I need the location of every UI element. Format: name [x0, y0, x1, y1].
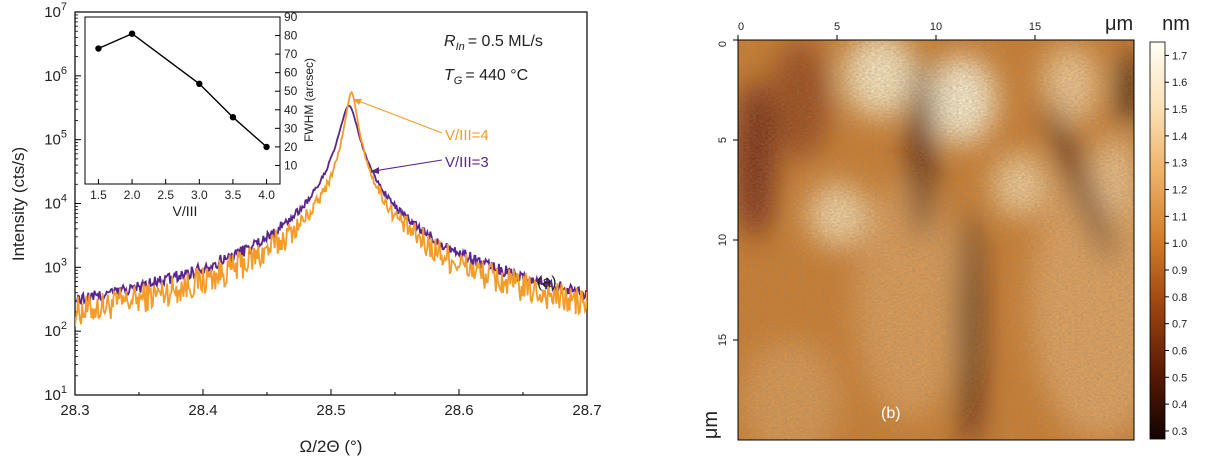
colorbar-tick-label: 1.7: [1172, 50, 1187, 62]
inset-y-tick-label: 70: [284, 47, 298, 61]
panel-label-a: (a): [537, 274, 557, 291]
colorbar-tick-label: 0.6: [1172, 345, 1187, 357]
arrow-v-iii-3: [371, 159, 443, 174]
afm-y-tick-label: 5: [717, 137, 729, 143]
panel-a: 28.3 28.4 28.5 28.6 28.7 1011021031041051061…: [9, 1, 602, 456]
x-tick-label: 28.5: [316, 402, 345, 419]
x-tick-label: 28.6: [444, 402, 473, 419]
x-tick-label: 28.3: [60, 402, 89, 419]
afm-x-unit: μm: [1105, 13, 1133, 35]
arrow-v-iii-4: [353, 99, 443, 134]
inset-point: [128, 30, 136, 37]
inset-y-tick-label: 50: [284, 84, 298, 98]
colorbar-tick-label: 1.5: [1172, 104, 1187, 116]
y-tick-label: 106: [44, 65, 67, 85]
inset-y-tick-label: 90: [284, 10, 298, 24]
annotation-rate: RIn = 0.5 ML/s: [444, 33, 543, 53]
colorbar: [1149, 41, 1166, 440]
inset-points: [95, 30, 270, 151]
y-tick-label: 105: [44, 129, 67, 149]
series-line-v-iii-4: [75, 90, 587, 327]
inset-y-tick-label: 10: [284, 158, 298, 172]
afm-y-axis-ticks: 0 5 10 15: [717, 39, 738, 346]
colorbar-tick-label: 0.5: [1172, 372, 1187, 384]
inset-y-axis-label: FWHM (arcsec): [302, 58, 316, 142]
colorbar-tick-label: 0.4: [1172, 399, 1187, 411]
colorbar-tick-label: 1.3: [1172, 158, 1187, 170]
inset-x-tick-label: 2.5: [157, 188, 174, 202]
inset-x-tick-label: 4.0: [258, 188, 275, 202]
y-axis-label: Intensity (cts/s): [9, 147, 28, 261]
x-tick-label: 28.4: [188, 402, 217, 419]
afm-x-tick-label: 0: [738, 21, 744, 33]
inset-y-tick-label: 40: [284, 103, 298, 117]
inset-chart: 1.5 2.0 2.5 3.0 3.5 4.0 10 20 30 40 50 60 70 80 90 V/…: [84, 10, 316, 219]
inset-x-tick-label: 2.0: [124, 188, 141, 202]
colorbar-tick-label: 1.1: [1172, 211, 1187, 223]
y-tick-label: 104: [44, 193, 67, 213]
inset-frame: [84, 16, 281, 185]
x-axis-label: Ω/2Θ (°): [300, 437, 363, 456]
inset-point: [263, 143, 270, 151]
y-tick-label: 101: [44, 384, 67, 404]
afm-x-tick-label: 10: [930, 21, 942, 33]
inset-x-tick-label: 1.5: [90, 188, 107, 202]
colorbar-label: nm: [1162, 13, 1190, 35]
colorbar-tick-label: 1.4: [1172, 131, 1187, 143]
inset-point: [196, 80, 203, 88]
y-tick-label: 103: [44, 256, 67, 276]
colorbar-tick-label: 1.6: [1172, 77, 1187, 89]
afm-image: [738, 40, 1134, 440]
afm-y-tick-label: 0: [717, 41, 729, 47]
inset-x-axis-label: V/III: [173, 203, 198, 219]
colorbar-tick-label: 0.3: [1172, 426, 1187, 438]
legend-label-v-iii-3: V/III=3: [445, 154, 489, 171]
afm-x-tick-label: 15: [1029, 21, 1041, 33]
afm-x-tick-label: 5: [834, 21, 840, 33]
inset-point: [95, 45, 102, 52]
x-axis-ticks: 28.3 28.4 28.5 28.6 28.7: [60, 389, 602, 419]
afm-y-tick-label: 15: [717, 334, 729, 346]
inset-x-axis-ticks: 1.5 2.0 2.5 3.0 3.5 4.0: [90, 179, 275, 202]
inset-y-tick-label: 20: [284, 140, 298, 154]
colorbar-tick-label: 0.9: [1172, 265, 1187, 277]
colorbar-tick-label: 0.7: [1172, 319, 1187, 331]
afm-x-axis-ticks: 0 5 10 15: [737, 21, 1041, 40]
y-tick-label: 107: [44, 1, 67, 21]
annotation-temperature: TG = 440 °C: [444, 67, 528, 87]
y-axis-ticks: 101 102 103 104 105 106 107: [44, 1, 81, 404]
afm-y-unit: μm: [700, 411, 722, 439]
x-tick-label: 28.7: [572, 402, 601, 419]
inset-y-tick-label: 80: [284, 29, 298, 43]
inset-x-tick-label: 3.0: [191, 188, 208, 202]
inset-point: [229, 114, 237, 121]
legend-label-v-iii-4: V/III=4: [445, 127, 489, 144]
series-line-v-iii-3: [75, 104, 587, 306]
colorbar-tick-label: 1.0: [1172, 238, 1187, 250]
panel-label-b: (b): [881, 405, 901, 422]
inset-y-tick-label: 60: [284, 66, 298, 80]
inset-y-axis-ticks: 10 20 30 40 50 60 70 80 90: [275, 10, 298, 172]
inset-y-tick-label: 30: [284, 121, 298, 135]
colorbar-tick-label: 1.2: [1172, 185, 1187, 197]
colorbar-tick-label: 0.8: [1172, 292, 1187, 304]
afm-y-tick-label: 10: [717, 234, 729, 246]
inset-x-tick-label: 3.5: [225, 188, 242, 202]
y-tick-label: 102: [44, 320, 67, 340]
colorbar-ticks: 1.7 1.6 1.5 1.4 1.3 1.2 1.1 1.0 0.9 0.8 0.7 0.6 0.5 0…: [1165, 50, 1187, 438]
